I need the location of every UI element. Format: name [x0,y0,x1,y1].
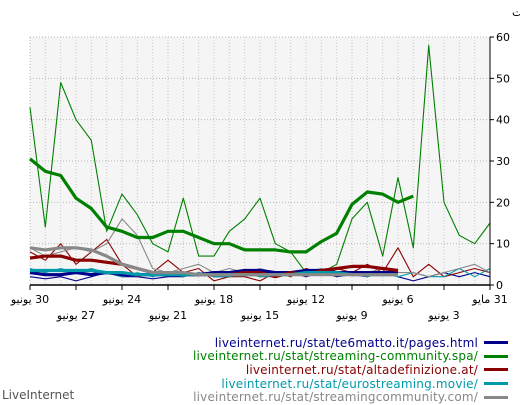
legend-label: liveinternet.ru/stat/te6matto.it/pages.h… [214,335,478,350]
x-tick-label: 6 يونيو [381,293,413,306]
y-tick-label: 30 [496,155,510,168]
legend-item: liveinternet.ru/stat/te6matto.it/pages.h… [193,336,508,350]
x-tick-label: 18 يونيو [194,293,233,306]
series-line-10 [29,246,398,277]
x-tick-label: 24 يونيو [102,293,141,306]
line-chart: 0 10 20 30 40 50 60 30 يونيو 24 يونيو 18 يونيو 12 … [10,6,520,322]
legend-item: liveinternet.ru/stat/streamingcommunity.… [193,390,508,404]
x-tick-label: 27 يونيو [56,309,95,322]
legend-label: liveinternet.ru/stat/altadefinizione.at/ [245,362,478,377]
legend-swatch [484,382,508,386]
x-tick-label: 30 يونيو [10,293,49,306]
legend-swatch [484,341,508,345]
x-tick-label: 21 يونيو [148,309,187,322]
legend-swatch [484,395,508,399]
legend-label: liveinternet.ru/stat/eurostreaming.movie… [221,376,478,391]
y-tick-label: 60 [496,31,510,44]
y-axis-title: المرات [512,6,520,19]
x-tick-label: 12 يونيو [286,293,325,306]
legend-label: liveinternet.ru/stat/streamingcommunity.… [193,390,478,405]
grid-lines [29,36,490,285]
x-tick-label: 3 يونيو [427,309,459,322]
y-tick-label: 40 [496,114,510,127]
axis-ticks: 0 10 20 30 40 50 60 30 يونيو 24 يونيو 18 يونيو 12 … [10,31,510,322]
series-line-5 [29,238,491,282]
y-tick-label: 10 [496,238,510,251]
legend-item: liveinternet.ru/stat/eurostreaming.movie… [193,377,508,391]
x-tick-label: 9 يونيو [335,309,367,322]
series-line-4 [28,157,414,254]
series-line-3 [29,44,491,274]
legend-item: liveinternet.ru/stat/altadefinizione.at/ [193,363,508,377]
legend-swatch [484,354,508,358]
legend: liveinternet.ru/stat/te6matto.it/pages.h… [193,336,508,404]
y-tick-label: 50 [496,72,510,85]
y-tick-label: 20 [496,196,510,209]
legend-label: liveinternet.ru/stat/streaming-community… [192,349,478,364]
legend-item: liveinternet.ru/stat/streaming-community… [192,349,508,364]
y-tick-label: 0 [496,279,503,292]
x-tick-label: 15 يونيو [240,309,279,322]
x-tick-label: 31 مايو [471,293,507,306]
watermark: LiveInternet [2,388,75,402]
series-lines [28,44,491,282]
legend-swatch [484,368,508,372]
series-line-9 [29,218,491,278]
